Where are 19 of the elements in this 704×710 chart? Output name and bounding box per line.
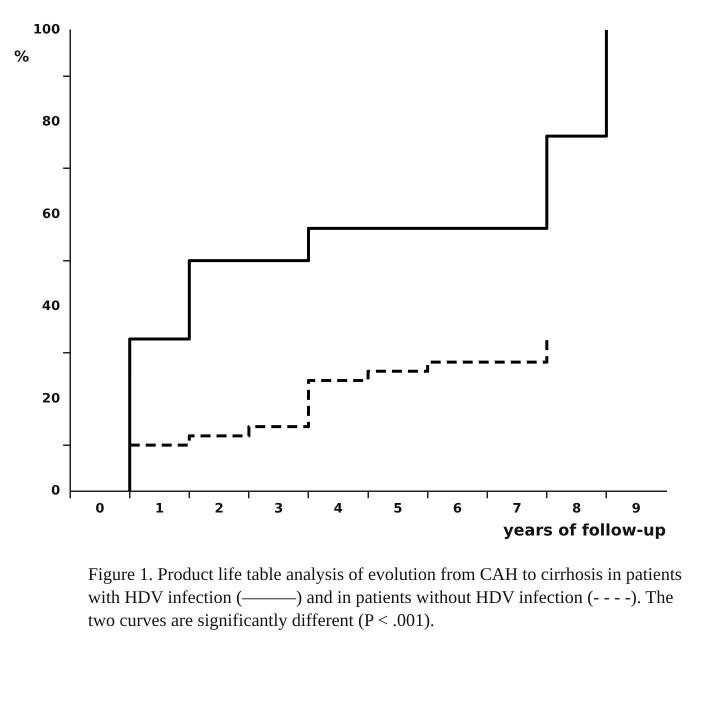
x-tick-label: 3: [274, 501, 284, 516]
x-tick-label: 1: [154, 501, 164, 516]
caption: Figure 1. Product life table analysis of evolution from CAH to cirrhosis in patients with HDV infection (———) and in patients without HDV infection (- - - -). The two curves are significantly different (P < .001).: [88, 563, 683, 632]
y-tick-label: 60: [42, 206, 60, 222]
x-tick-label: 5: [393, 501, 402, 516]
x-tick-label: 6: [452, 501, 462, 516]
y-tick-label: 0: [51, 484, 60, 499]
x-tick-label: 0: [95, 501, 104, 516]
x-axis-title: years of follow-up: [503, 520, 666, 540]
x-tick-label: 9: [632, 501, 641, 516]
y-axis-title: %: [14, 47, 30, 66]
y-tick-label: 80: [42, 114, 60, 130]
x-tick-label: 4: [334, 501, 343, 516]
x-tick-label: 7: [512, 501, 522, 516]
x-tick-label: 2: [214, 501, 224, 516]
y-tick-label: 20: [42, 391, 60, 406]
y-tick-label: 40: [42, 299, 60, 314]
y-tick-label: 100: [32, 22, 60, 38]
x-tick-label: 8: [572, 501, 582, 516]
